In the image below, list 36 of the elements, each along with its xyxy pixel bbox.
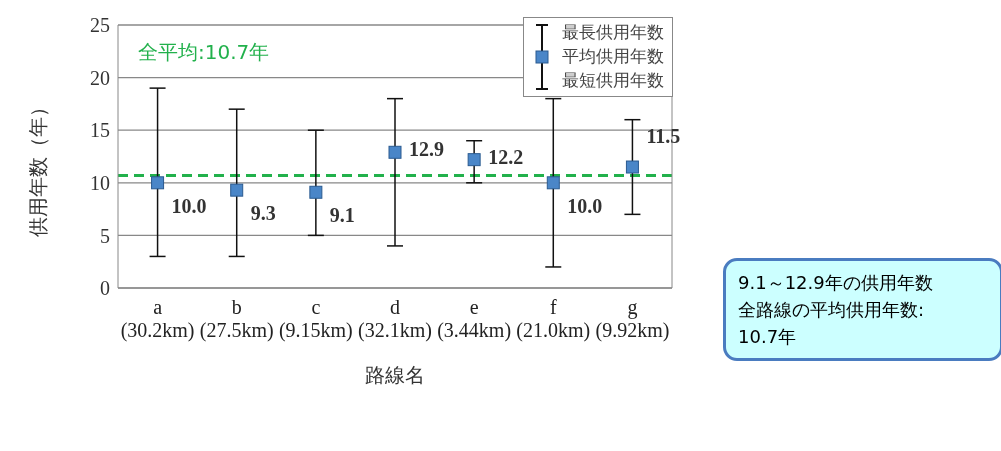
y-tick-label: 0 bbox=[100, 277, 110, 300]
point bbox=[230, 183, 244, 197]
point bbox=[467, 153, 481, 167]
text: 10.7年 bbox=[738, 325, 798, 349]
point bbox=[546, 176, 560, 190]
annotation: 最短供用年数 bbox=[562, 70, 664, 92]
x-tick-label: e (3.44km) bbox=[437, 296, 512, 342]
x-tick-label: f (21.0km) bbox=[516, 296, 591, 342]
y-axis-title: 供用年数（年） bbox=[27, 96, 50, 237]
x-axis-title: 路線名 bbox=[365, 364, 425, 386]
y-tick-label: 20 bbox=[90, 66, 110, 89]
x-tick-label: g (9.92km) bbox=[595, 296, 670, 342]
text: 9.1～12.9年の供用年数 bbox=[738, 271, 934, 295]
data-label: 10.0 bbox=[171, 194, 207, 217]
data-label: 9.1 bbox=[329, 204, 355, 227]
point bbox=[151, 176, 165, 190]
annotation: 最長供用年数 bbox=[562, 22, 664, 44]
y-tick-label: 25 bbox=[90, 14, 110, 37]
x-tick-label: a (30.2km) bbox=[120, 296, 195, 342]
data-label: 12.9 bbox=[409, 138, 444, 161]
text: 全路線の平均供用年数: bbox=[738, 298, 926, 322]
data-label: 9.3 bbox=[250, 202, 276, 225]
data-label: 12.2 bbox=[488, 145, 524, 168]
x-tick-label: d (32.1km) bbox=[358, 296, 432, 342]
ref-line-label: 全平均:10.7年 bbox=[138, 40, 270, 64]
x-tick-label: c (9.15km) bbox=[278, 296, 353, 342]
y-tick-label: 10 bbox=[90, 171, 110, 194]
y-tick-label: 5 bbox=[100, 224, 110, 247]
point bbox=[309, 185, 323, 199]
data-label: 11.5 bbox=[646, 125, 681, 148]
legend-label: 平均供用年数 bbox=[562, 46, 664, 68]
point bbox=[625, 160, 639, 174]
point bbox=[388, 145, 402, 159]
data-label: 10.0 bbox=[567, 194, 603, 217]
y-tick-label: 15 bbox=[90, 119, 110, 142]
x-tick-label: b (27.5km) bbox=[199, 296, 274, 342]
